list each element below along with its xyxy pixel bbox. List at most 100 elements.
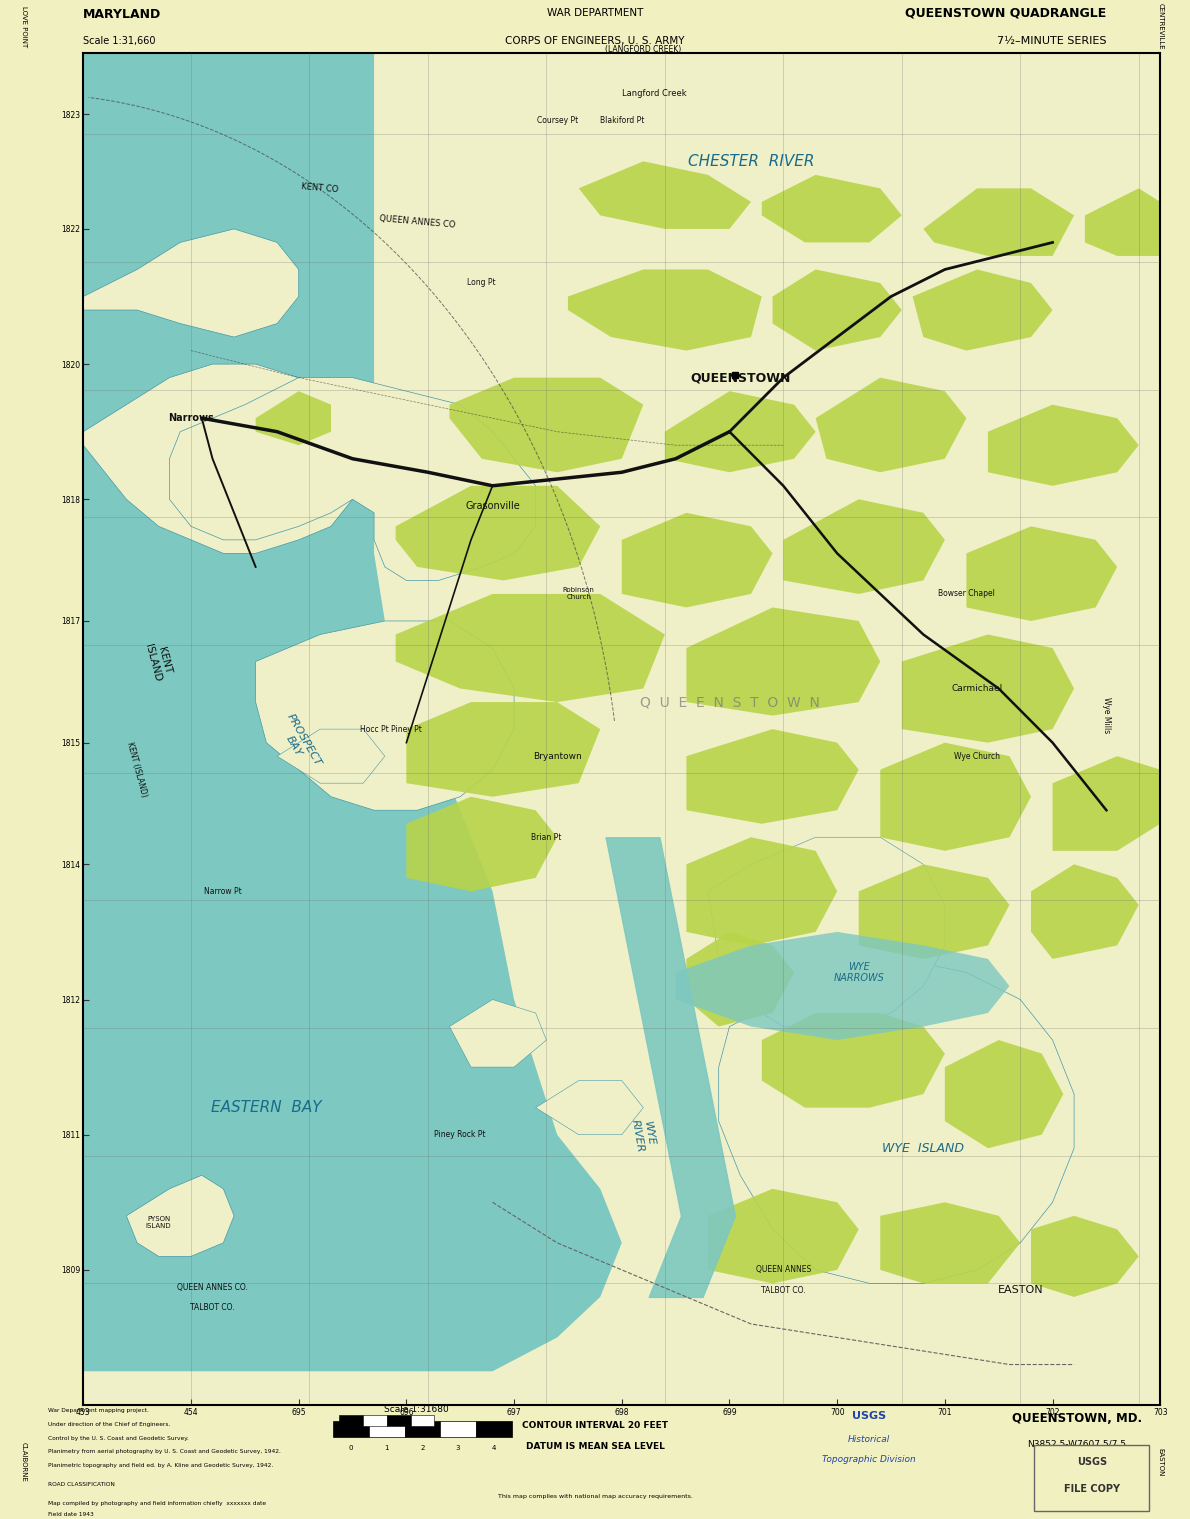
Polygon shape: [687, 837, 838, 945]
Text: Map compiled by photography and field information chiefly  xxxxxxx date: Map compiled by photography and field in…: [48, 1501, 265, 1505]
Text: Coursey Pt: Coursey Pt: [537, 117, 578, 125]
Polygon shape: [83, 53, 1160, 1405]
Text: EASTON: EASTON: [1157, 1448, 1164, 1476]
Text: TALBOT CO.: TALBOT CO.: [762, 1285, 806, 1294]
Text: QUEEN ANNES CO.: QUEEN ANNES CO.: [177, 1284, 248, 1293]
Text: EASTERN  BAY: EASTERN BAY: [211, 1100, 321, 1115]
Text: Blakiford Pt: Blakiford Pt: [600, 117, 644, 125]
Text: CLAIBORNE: CLAIBORNE: [20, 1442, 27, 1483]
Polygon shape: [83, 365, 363, 553]
Text: PYSON
ISLAND: PYSON ISLAND: [146, 1217, 171, 1229]
Polygon shape: [1053, 756, 1160, 851]
Polygon shape: [622, 513, 772, 608]
Polygon shape: [762, 1013, 945, 1107]
Polygon shape: [395, 486, 600, 580]
Text: KENT CO: KENT CO: [301, 182, 339, 194]
Polygon shape: [256, 621, 514, 810]
Text: QUEENSTOWN: QUEENSTOWN: [690, 371, 790, 384]
Text: USGS: USGS: [852, 1411, 885, 1422]
Bar: [339, 1416, 363, 1425]
Text: QUEEN ANNES: QUEEN ANNES: [756, 1265, 810, 1274]
Text: ROAD CLASSIFICATION: ROAD CLASSIFICATION: [48, 1483, 114, 1487]
Text: Piney Pt: Piney Pt: [392, 725, 421, 734]
Polygon shape: [859, 864, 1009, 958]
Polygon shape: [169, 378, 536, 580]
Polygon shape: [374, 108, 1160, 229]
Text: CENTREVILLE: CENTREVILLE: [1157, 3, 1164, 50]
Text: Scale 1:31680: Scale 1:31680: [384, 1405, 449, 1414]
Text: Hocc Pt: Hocc Pt: [359, 725, 388, 734]
Polygon shape: [815, 378, 966, 472]
Polygon shape: [687, 933, 794, 1027]
Text: KENT
ISLAND: KENT ISLAND: [143, 639, 174, 684]
Text: Wye Mills: Wye Mills: [1102, 697, 1111, 734]
Text: Scale 1:31,660: Scale 1:31,660: [83, 36, 156, 47]
Text: Control by the U. S. Coast and Geodetic Survey.: Control by the U. S. Coast and Geodetic …: [48, 1435, 188, 1440]
Text: WYE
NARROWS: WYE NARROWS: [833, 962, 884, 983]
Text: QUEENSTOWN, MD.: QUEENSTOWN, MD.: [1012, 1413, 1142, 1425]
Polygon shape: [277, 729, 384, 784]
Text: Planimetric topography and field ed. by A. Kline and Geodetic Survey, 1942.: Planimetric topography and field ed. by …: [48, 1463, 273, 1467]
Text: War Department mapping project.: War Department mapping project.: [48, 1408, 149, 1413]
Polygon shape: [395, 594, 665, 702]
Text: 0: 0: [349, 1446, 353, 1451]
Polygon shape: [687, 729, 859, 823]
Text: 4: 4: [491, 1446, 496, 1451]
Polygon shape: [1085, 188, 1160, 255]
Polygon shape: [568, 269, 762, 351]
Bar: [369, 1422, 405, 1437]
Text: PROSPECT
BAY: PROSPECT BAY: [275, 712, 322, 773]
Text: Narrows: Narrows: [168, 413, 214, 424]
Text: 1: 1: [384, 1446, 389, 1451]
Polygon shape: [578, 161, 751, 229]
Text: MARYLAND: MARYLAND: [83, 9, 162, 21]
Polygon shape: [902, 635, 1075, 743]
Text: Langford Creek: Langford Creek: [621, 90, 687, 99]
Text: WYE
RIVER: WYE RIVER: [630, 1116, 657, 1153]
Text: Carmichael: Carmichael: [952, 684, 1003, 693]
Text: Grasonville: Grasonville: [465, 501, 520, 510]
Text: KENT (ISLAND): KENT (ISLAND): [125, 741, 149, 799]
Text: This map complies with national map accuracy requirements.: This map complies with national map accu…: [497, 1493, 693, 1499]
Polygon shape: [772, 269, 902, 351]
Polygon shape: [665, 390, 815, 472]
Polygon shape: [881, 743, 1031, 851]
Bar: [363, 1416, 387, 1425]
Polygon shape: [923, 188, 1075, 255]
Polygon shape: [988, 404, 1139, 486]
Text: Bowser Chapel: Bowser Chapel: [938, 589, 995, 598]
Text: CORPS OF ENGINEERS, U. S. ARMY: CORPS OF ENGINEERS, U. S. ARMY: [506, 36, 684, 47]
Polygon shape: [719, 958, 1075, 1284]
Polygon shape: [450, 1000, 546, 1066]
Text: FILE COPY: FILE COPY: [1064, 1484, 1120, 1493]
Text: Narrow Pt: Narrow Pt: [205, 887, 243, 896]
Text: TALBOT CO.: TALBOT CO.: [190, 1303, 234, 1312]
Text: WAR DEPARTMENT: WAR DEPARTMENT: [547, 8, 643, 18]
Bar: [333, 1422, 369, 1437]
Polygon shape: [126, 1176, 234, 1256]
Text: Long Pt: Long Pt: [468, 278, 496, 287]
Polygon shape: [407, 796, 557, 892]
Bar: [405, 1422, 440, 1437]
Text: Field date 1943: Field date 1943: [48, 1511, 93, 1517]
Text: CHESTER  RIVER: CHESTER RIVER: [688, 153, 814, 169]
Text: Planimetry from aerial photography by U. S. Coast and Geodetic Survey, 1942.: Planimetry from aerial photography by U.…: [48, 1449, 281, 1454]
Text: LOVE POINT: LOVE POINT: [20, 6, 27, 47]
Text: Historical: Historical: [847, 1435, 890, 1443]
Polygon shape: [881, 1203, 1020, 1284]
Text: Robinson
Church: Robinson Church: [563, 588, 595, 600]
Text: WYE  ISLAND: WYE ISLAND: [882, 1142, 964, 1154]
Text: DATUM IS MEAN SEA LEVEL: DATUM IS MEAN SEA LEVEL: [526, 1442, 664, 1451]
Polygon shape: [966, 527, 1117, 621]
Text: Topographic Division: Topographic Division: [822, 1455, 915, 1464]
Text: N3852.5-W7607.5/7.5: N3852.5-W7607.5/7.5: [1027, 1440, 1127, 1448]
Polygon shape: [407, 702, 600, 796]
Polygon shape: [676, 933, 1009, 1041]
Text: Under direction of the Chief of Engineers.: Under direction of the Chief of Engineer…: [48, 1422, 170, 1426]
Polygon shape: [708, 837, 945, 1027]
Polygon shape: [783, 500, 945, 594]
Polygon shape: [1031, 864, 1139, 958]
Text: 7½–MINUTE SERIES: 7½–MINUTE SERIES: [997, 36, 1107, 47]
Text: Brian Pt: Brian Pt: [531, 832, 562, 842]
Text: QUEEN ANNES CO: QUEEN ANNES CO: [378, 214, 456, 229]
